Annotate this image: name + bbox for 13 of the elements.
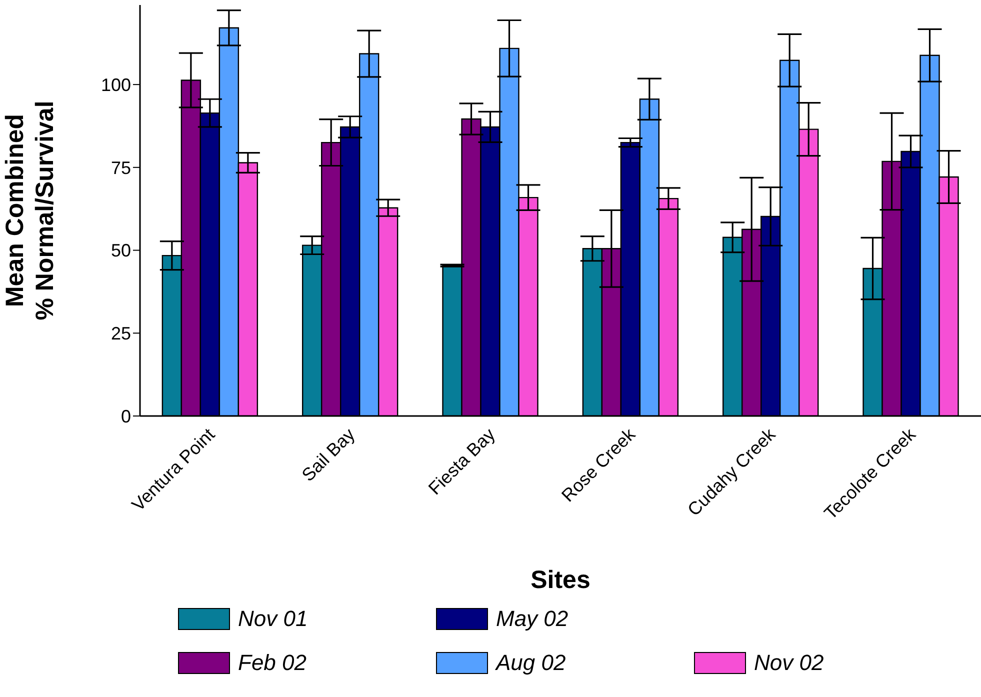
legend-label: May 02: [496, 606, 568, 632]
legend-label: Feb 02: [238, 650, 306, 676]
legend-label: Aug 02: [496, 650, 566, 676]
y-tick-label: 100: [100, 74, 131, 95]
y-tick-label: 75: [110, 158, 131, 178]
legend-label: Nov 01: [238, 606, 308, 632]
x-axis-title: Sites: [530, 566, 590, 594]
legend-label: Nov 02: [754, 650, 824, 676]
y-tick-label: 50: [110, 240, 131, 261]
y-tick-label: 0: [120, 406, 131, 426]
y-tick-label: 25: [110, 324, 131, 344]
y-axis-title: Mean Combined % Normal/Survival: [1, 100, 59, 320]
x-tick-label: Sail Bay: [298, 424, 359, 486]
